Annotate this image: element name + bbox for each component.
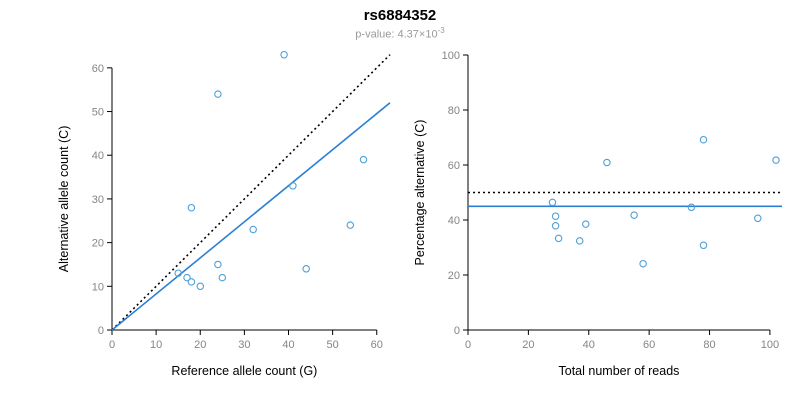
y-axis-title: Percentage alternative (C) (413, 120, 427, 266)
data-point (196, 282, 205, 291)
x-tick-label: 20 (522, 339, 534, 351)
data-point (289, 182, 297, 190)
x-tick-label: 40 (282, 339, 294, 351)
data-point (187, 203, 196, 212)
data-point (302, 265, 310, 273)
data-point (346, 221, 355, 229)
data-point (603, 158, 611, 167)
plot-percentage-alt: 0 20 40 60 80 100 0 20 40 60 80 100 Total number of … (413, 50, 782, 378)
data-point (754, 214, 762, 223)
x-tick-label: 40 (583, 339, 595, 351)
data-point (174, 269, 182, 277)
data-point (551, 212, 560, 220)
data-point (699, 135, 708, 144)
y-tick-label: 10 (92, 281, 104, 293)
y-tick-label: 30 (92, 194, 104, 206)
y-tick-label: 0 (98, 325, 104, 337)
data-point (214, 90, 222, 98)
data-point (249, 225, 257, 234)
p-value-exponent: -3 (437, 26, 445, 35)
y-tick-label: 0 (454, 325, 460, 337)
figure-title: rs6884352 (363, 7, 437, 24)
y-tick-label: 60 (448, 160, 460, 172)
data-point (639, 259, 647, 268)
x-tick-label: 60 (643, 339, 655, 351)
x-axis-title: Reference allele count (G) (171, 364, 317, 378)
data-point (551, 222, 560, 230)
y-tick-label: 80 (448, 105, 460, 117)
data-point (187, 278, 196, 286)
y-tick-label: 40 (92, 150, 104, 162)
data-point (214, 260, 222, 269)
data-point (630, 211, 638, 219)
x-tick-label: 10 (150, 339, 162, 351)
data-point (554, 234, 563, 243)
y-tick-label: 20 (92, 238, 104, 250)
x-tick-label: 60 (371, 339, 383, 351)
x-tick-label: 50 (327, 339, 339, 351)
data-point (218, 273, 227, 282)
y-tick-label: 50 (92, 107, 104, 119)
data-point (359, 155, 368, 164)
x-tick-label: 0 (109, 339, 115, 351)
p-value-subtitle: p-value: 4.37×10-3 (0, 26, 800, 41)
data-point (183, 273, 191, 282)
y-tick-label: 100 (442, 50, 460, 62)
data-point (280, 50, 288, 59)
y-tick-label: 40 (448, 215, 460, 227)
x-tick-label: 80 (703, 339, 715, 351)
data-point (687, 203, 696, 212)
data-point (548, 198, 557, 207)
y-tick-label: 60 (92, 63, 104, 75)
data-point (582, 220, 590, 228)
data-point (699, 241, 708, 250)
x-tick-label: 20 (194, 339, 206, 351)
x-tick-label: 0 (465, 339, 471, 351)
plot-allele-counts: 0 10 20 30 40 50 60 0 10 20 30 40 50 60 Reference alle… (57, 50, 391, 378)
x-tick-label: 100 (761, 339, 779, 351)
fit-line (111, 102, 391, 331)
x-tick-label: 30 (238, 339, 250, 351)
x-axis-title: Total number of reads (559, 364, 680, 378)
data-point (575, 237, 584, 245)
y-tick-label: 20 (448, 270, 460, 282)
data-point (772, 156, 780, 164)
identity-line (111, 54, 391, 331)
p-value-text: p-value: 4.37×10 (355, 28, 438, 41)
y-axis-title: Alternative allele count (C) (57, 126, 71, 273)
